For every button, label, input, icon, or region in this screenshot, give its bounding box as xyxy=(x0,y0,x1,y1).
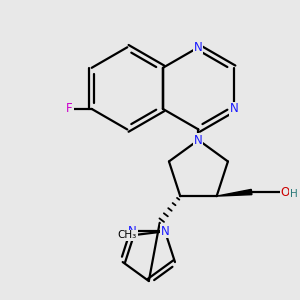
Text: N: N xyxy=(194,134,203,146)
Text: H: H xyxy=(290,189,297,200)
Text: N: N xyxy=(230,102,239,116)
Text: F: F xyxy=(66,102,73,116)
Text: N: N xyxy=(194,41,203,54)
Polygon shape xyxy=(217,189,252,196)
Text: N: N xyxy=(160,225,169,238)
Text: CH₃: CH₃ xyxy=(117,230,136,240)
Text: N: N xyxy=(128,225,137,238)
Text: O: O xyxy=(281,185,290,199)
